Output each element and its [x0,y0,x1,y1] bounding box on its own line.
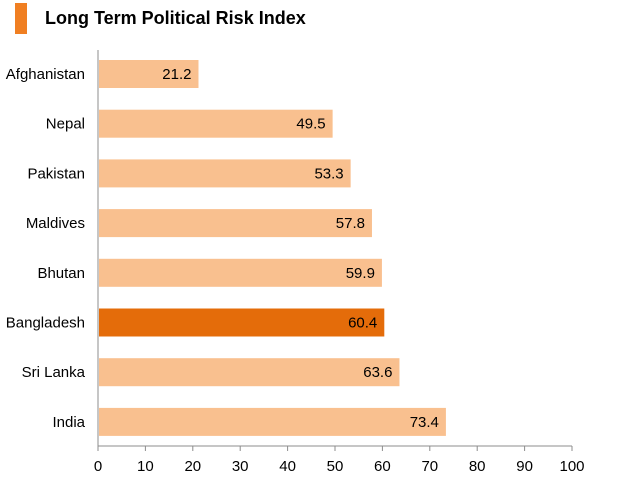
bar [99,159,351,188]
bar [99,109,333,138]
x-tick-label: 30 [232,458,249,475]
bar [99,358,400,387]
category-label: India [52,414,85,431]
x-tick-label: 50 [327,458,344,475]
data-label: 49.5 [296,116,325,133]
bar [99,60,199,88]
category-label: Afghanistan [6,66,85,83]
data-label: 57.8 [336,215,365,232]
x-tick-label: 0 [94,458,102,475]
category-label: Bhutan [37,265,85,282]
category-label: Nepal [46,116,85,133]
bar [99,258,382,287]
category-label: Sri Lanka [22,364,86,381]
data-label: 63.6 [363,364,392,381]
x-tick-label: 10 [137,458,154,475]
x-tick-label: 20 [184,458,201,475]
data-label: 59.9 [346,265,375,282]
x-tick-label: 70 [421,458,438,475]
x-tick-label: 90 [516,458,533,475]
category-label: Pakistan [27,165,85,182]
data-label: 60.4 [348,315,377,332]
category-label: Bangladesh [6,315,85,332]
bar [99,308,385,337]
bar [99,407,446,436]
category-label: Maldives [26,215,85,232]
x-tick-label: 100 [559,458,584,475]
data-label: 73.4 [410,414,439,431]
x-tick-label: 40 [279,458,296,475]
chart-title: Long Term Political Risk Index [45,8,306,28]
data-label: 21.2 [162,66,191,83]
x-tick-label: 60 [374,458,391,475]
x-tick-label: 80 [469,458,486,475]
data-label: 53.3 [314,165,343,182]
bar [99,209,372,238]
title-marker [15,3,27,34]
